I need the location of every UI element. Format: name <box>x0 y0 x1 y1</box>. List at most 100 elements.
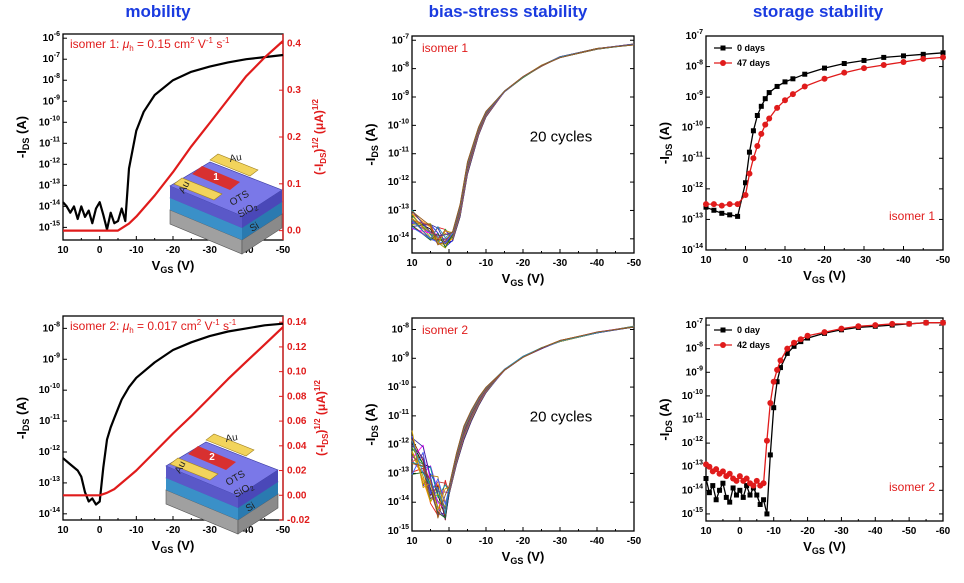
x-tick-label: -50 <box>276 525 291 536</box>
x-tick-label: -20 <box>166 245 181 256</box>
y-tick-label: 10-11 <box>388 409 409 422</box>
panel-storage_1: 10 0 -10 -20 -30 -40 -50 10-7 10-8 10-9 10-10 10-11… <box>657 29 951 285</box>
square-marker <box>723 494 729 500</box>
square-marker <box>743 180 748 186</box>
sio2-front <box>170 198 242 240</box>
y-tick-label: 10-9 <box>43 352 60 365</box>
circle-marker <box>733 477 740 484</box>
circle-marker <box>906 320 913 327</box>
circle-marker <box>889 320 896 327</box>
y-axis-label: -IDS (A) <box>657 398 674 440</box>
x-axis-label: VGS (V) <box>152 258 195 275</box>
circle-marker <box>726 470 733 477</box>
x-tick-label: 0 <box>446 536 452 547</box>
square-marker <box>767 452 773 458</box>
square-marker <box>733 492 739 498</box>
circle-marker <box>838 325 845 332</box>
x-tick-label: -30 <box>834 526 849 537</box>
x-axis-label: VGS (V) <box>803 539 846 556</box>
x-tick-label: -20 <box>516 536 531 547</box>
square-marker <box>757 501 763 507</box>
x-tick-label: -40 <box>239 525 254 536</box>
y2-tick-label: 0.4 <box>287 38 301 49</box>
y-tick-label: 10-11 <box>682 151 703 164</box>
x-tick-label: 10 <box>406 258 418 269</box>
circle-marker <box>754 143 761 150</box>
square-marker <box>754 112 760 118</box>
column-title-mobility: mobility <box>125 2 191 21</box>
y2-tick-label: 0.12 <box>287 342 307 353</box>
square-marker <box>735 213 741 219</box>
au-label-right: Au <box>229 152 243 165</box>
sqrt-current-line <box>63 40 284 232</box>
square-marker <box>711 207 717 213</box>
channel <box>188 446 236 470</box>
x-tick-label: 10 <box>406 536 418 547</box>
circle-marker <box>713 466 720 473</box>
cycle-line <box>411 325 635 505</box>
y-axis-label: -IDS (A) <box>363 123 380 165</box>
y-tick-label: 10-15 <box>39 220 60 233</box>
square-marker <box>901 53 906 59</box>
square-marker <box>761 497 767 503</box>
x-axis-label: VGS (V) <box>502 271 545 288</box>
log-current-line <box>62 53 284 231</box>
y-tick-label: 10-15 <box>388 524 409 537</box>
y-tick-label: 10-11 <box>39 136 60 149</box>
panel-storage_2: 10 0 -10 -20 -30 -40 -50 -60 10-7 10-8 10-9 10-10 10… <box>657 317 951 556</box>
y-tick-label: 10-9 <box>392 90 409 103</box>
square-marker <box>764 511 770 517</box>
plot-frame <box>411 317 635 532</box>
circle-marker <box>872 322 879 329</box>
x-tick-label: 10 <box>700 526 712 537</box>
cycle-line <box>411 43 635 241</box>
device-number: 2 <box>209 452 215 463</box>
legend-marker <box>720 342 726 348</box>
cycle-line <box>411 43 635 243</box>
square-marker <box>758 103 764 109</box>
circle-marker <box>782 97 788 104</box>
cycle-line <box>411 43 635 244</box>
x-tick-label: -10 <box>766 526 781 537</box>
circle-marker <box>770 378 777 385</box>
plot-frame <box>411 35 635 254</box>
x-axis-label: VGS (V) <box>152 538 195 555</box>
y-tick-label: 10-14 <box>682 243 703 256</box>
y-tick-label: 10-8 <box>686 342 703 355</box>
x-tick-label: -10 <box>778 255 793 266</box>
panel-bias_2: 10 0 -10 -20 -30 -40 -50 10-8 10-9 10-10 10-11 10-1… <box>363 317 642 566</box>
square-marker <box>802 71 808 77</box>
cycle-line <box>411 43 635 240</box>
y2-tick-label: 0.10 <box>287 367 307 378</box>
y-tick-label: 10-12 <box>388 175 409 188</box>
legend-marker <box>720 45 726 51</box>
cycle-line <box>411 43 635 237</box>
x-tick-label: -50 <box>276 245 291 256</box>
y-tick-label: 10-8 <box>392 62 409 75</box>
x-tick-label: -10 <box>129 525 144 536</box>
isomer-label: isomer 1 <box>889 209 935 223</box>
y-tick-label: 10-14 <box>682 483 703 496</box>
y2-tick-label: 0.02 <box>287 466 307 477</box>
circle-marker <box>766 115 773 122</box>
square-marker <box>754 492 760 498</box>
y-tick-label: 10-10 <box>388 118 409 131</box>
cycle-line <box>411 325 635 517</box>
square-marker <box>703 476 709 482</box>
x-tick-label: -30 <box>202 245 217 256</box>
isomer-label: isomer 2 <box>422 323 468 337</box>
y-tick-label: 10-10 <box>39 115 60 128</box>
circle-marker <box>710 201 717 208</box>
cycle-line <box>411 44 635 240</box>
square-marker <box>791 343 797 349</box>
y2-axis-label: (-IDS)1/2 (μA)1/2 <box>313 379 330 456</box>
y-tick-label: 10-13 <box>39 178 60 191</box>
y-tick-label: 10-9 <box>43 94 60 107</box>
x-tick-label: -20 <box>166 525 181 536</box>
circle-marker <box>797 336 804 343</box>
circle-marker <box>718 202 725 209</box>
circle-marker <box>821 75 828 82</box>
circle-marker <box>940 319 946 326</box>
circle-marker <box>726 201 733 208</box>
